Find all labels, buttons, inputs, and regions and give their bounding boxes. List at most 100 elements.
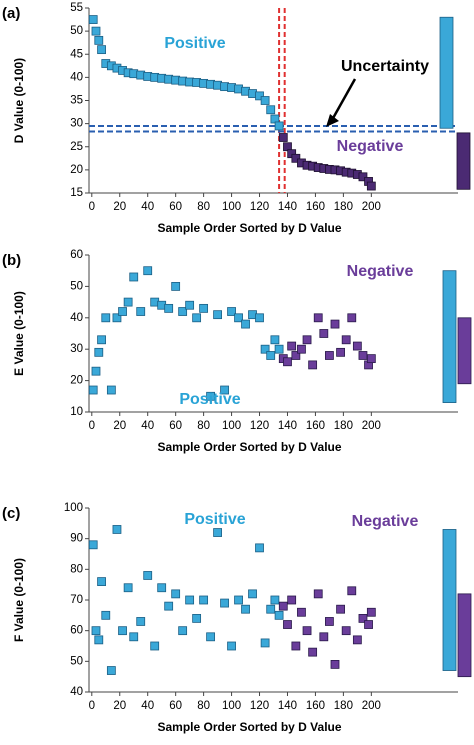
point: [88, 15, 98, 24]
point: [302, 626, 312, 636]
y-tick-label: 80: [70, 563, 83, 575]
point: [192, 313, 202, 323]
x-tick-label: 40: [141, 420, 154, 432]
point: [366, 354, 376, 364]
y-tick-label: 100: [64, 502, 83, 514]
x-tick-label: 0: [89, 420, 95, 432]
annotation: Negative: [347, 263, 414, 280]
x-tick-label: 40: [141, 700, 154, 712]
arrow-head: [326, 114, 339, 127]
x-tick-label: 200: [362, 201, 381, 213]
point: [308, 360, 318, 370]
point: [199, 595, 209, 605]
x-tick-label: 120: [250, 201, 269, 213]
y-tick-label: 55: [70, 2, 83, 14]
point: [94, 35, 104, 45]
y-tick-label: 35: [70, 95, 83, 107]
y-tick-label: 25: [70, 141, 83, 153]
point: [185, 300, 195, 310]
point: [94, 347, 104, 357]
x-axis-title: Sample Order Sorted by D Value: [157, 440, 341, 454]
point: [88, 540, 98, 550]
point: [336, 347, 345, 357]
point: [234, 595, 243, 605]
point: [164, 601, 174, 611]
range-bar: [442, 529, 457, 671]
x-axis-title: Sample Order Sorted by D Value: [157, 221, 341, 235]
y-tick-label: 50: [70, 655, 83, 667]
point: [283, 620, 292, 629]
point: [283, 357, 292, 367]
point: [171, 281, 181, 291]
point: [171, 589, 181, 599]
x-tick-label: 140: [278, 700, 297, 712]
y-tick-label: 40: [70, 686, 83, 698]
x-tick-label: 20: [113, 420, 126, 432]
point: [255, 313, 264, 323]
x-tick-label: 180: [334, 420, 353, 432]
x-tick-label: 20: [113, 700, 126, 712]
point: [241, 319, 250, 329]
point: [330, 660, 340, 669]
x-tick-label: 180: [334, 700, 353, 712]
annotation: Uncertainty: [341, 58, 429, 75]
point: [319, 329, 329, 338]
x-tick-label: 40: [141, 201, 154, 213]
x-tick-label: 160: [306, 201, 325, 213]
y-tick-label: 60: [70, 625, 83, 637]
point: [341, 335, 351, 345]
point: [213, 310, 222, 320]
point: [213, 528, 222, 537]
point: [266, 105, 276, 115]
y-tick-label: 10: [70, 406, 83, 418]
point: [330, 319, 340, 329]
arrow: [330, 78, 357, 121]
point: [260, 96, 270, 105]
point: [129, 632, 139, 642]
point: [352, 635, 362, 645]
point: [106, 666, 116, 675]
x-tick-label: 100: [222, 420, 241, 432]
point: [97, 577, 106, 586]
point: [97, 45, 106, 55]
point: [220, 598, 229, 608]
y-tick-label: 30: [70, 118, 83, 130]
point: [101, 313, 111, 323]
point: [308, 647, 318, 657]
point: [118, 626, 127, 636]
point: [129, 272, 139, 282]
point: [143, 571, 153, 580]
point: [94, 635, 104, 645]
x-tick-label: 60: [169, 700, 182, 712]
panel-label: (a): [2, 5, 20, 22]
point: [266, 604, 276, 614]
annotation: Positive: [164, 35, 225, 52]
point: [241, 604, 250, 614]
point: [255, 543, 264, 553]
point: [101, 610, 111, 620]
x-tick-label: 180: [334, 201, 353, 213]
point: [366, 181, 376, 191]
point: [185, 595, 195, 605]
point: [136, 307, 146, 316]
point: [319, 632, 329, 642]
y-tick-label: 30: [70, 343, 83, 355]
annotation: Positive: [184, 511, 245, 528]
point: [358, 172, 368, 182]
point: [270, 595, 280, 605]
x-tick-label: 140: [278, 420, 297, 432]
y-axis-title: D Value (0-100): [12, 58, 26, 143]
point: [347, 586, 357, 596]
point: [274, 610, 284, 620]
point: [325, 617, 334, 626]
point: [313, 589, 323, 599]
x-tick-label: 0: [89, 700, 95, 712]
point: [291, 351, 301, 360]
x-tick-label: 60: [169, 420, 182, 432]
point: [358, 351, 368, 360]
x-tick-label: 60: [169, 201, 182, 213]
point: [287, 341, 297, 351]
y-tick-label: 40: [70, 312, 83, 324]
point: [118, 307, 127, 316]
x-tick-label: 140: [278, 201, 297, 213]
